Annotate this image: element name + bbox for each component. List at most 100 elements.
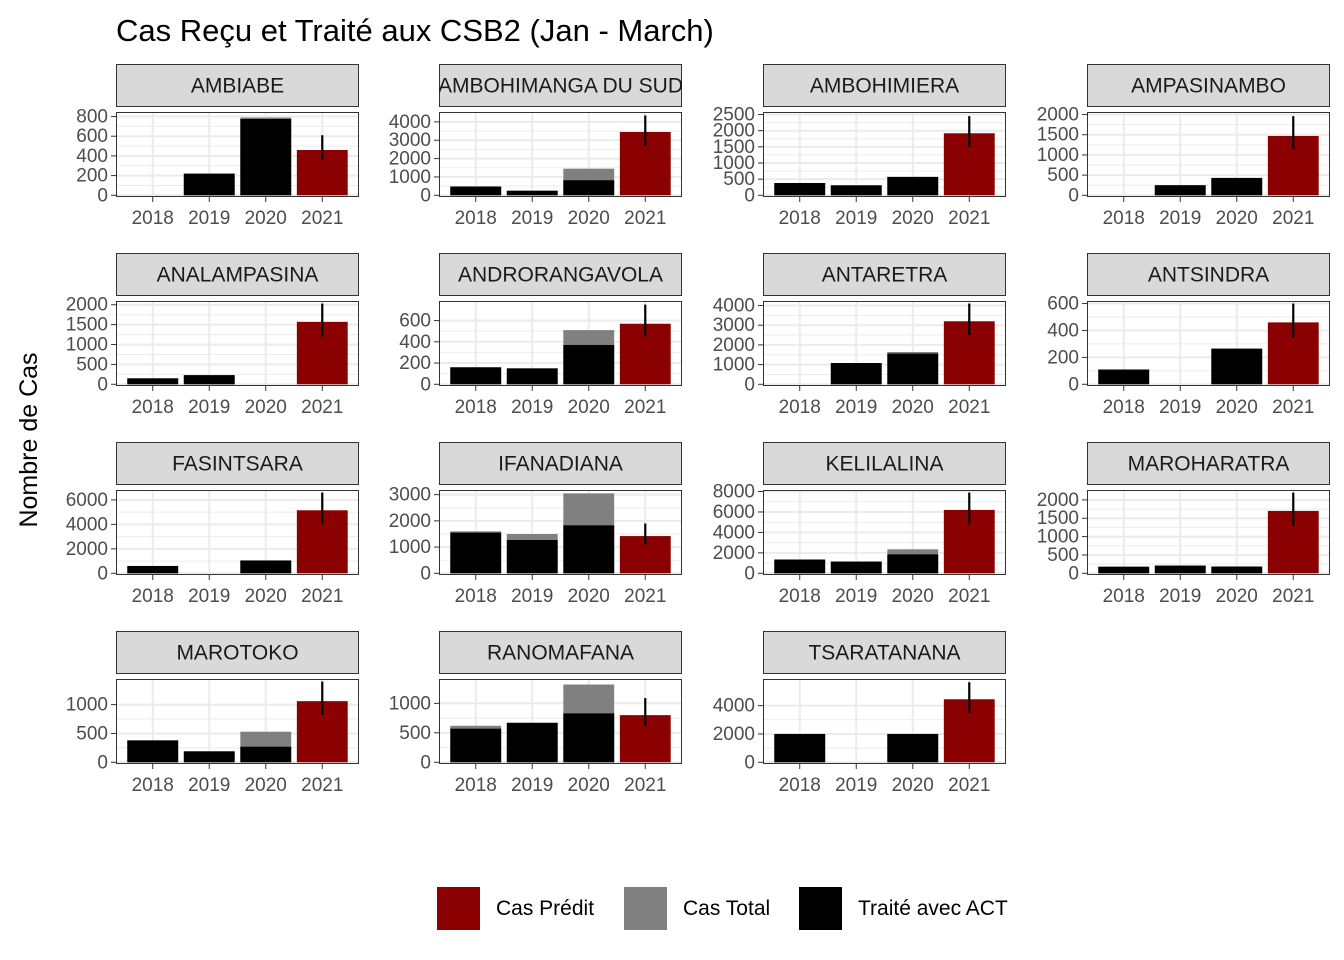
facet-strip-label: MAROHARATRA: [1128, 453, 1290, 476]
facet-strip: [1087, 64, 1330, 107]
bar-traite-act-2019: [183, 751, 235, 763]
facet-strip-label: AMBOHIMANGA DU SUD: [438, 75, 683, 98]
bar-traite-act-2019: [1154, 565, 1206, 574]
y-tick-label: 0: [1068, 185, 1079, 206]
facet-strip-label: AMPASINAMBO: [1131, 75, 1286, 98]
x-tick-label: 2019: [835, 775, 877, 796]
facet-strip-label: KELILALINA: [826, 453, 944, 476]
y-tick-label: 3000: [713, 315, 755, 336]
facet-strip-label: ANDRORANGAVOLA: [458, 264, 663, 287]
y-tick-label: 0: [744, 563, 755, 584]
y-tick-label: 500: [76, 723, 108, 744]
legend-label-cas-total: Cas Total: [683, 897, 770, 920]
x-tick-label: 2018: [132, 586, 174, 607]
x-tick-label: 2019: [1159, 208, 1201, 229]
x-tick-label: 2020: [892, 208, 934, 229]
y-tick-label: 4000: [66, 514, 108, 535]
bar-traite-act-2020: [563, 180, 615, 196]
y-tick-label: 0: [744, 752, 755, 773]
y-tick-label: 4000: [713, 696, 755, 717]
y-tick-label: 2000: [66, 539, 108, 560]
x-tick-label: 2019: [188, 586, 230, 607]
x-tick-label: 2020: [1216, 208, 1258, 229]
bar-traite-act-2020: [1211, 566, 1263, 574]
y-tick-label: 200: [1047, 347, 1079, 368]
panel-border: [439, 112, 682, 197]
bar-traite-act-2018: [450, 728, 502, 763]
x-tick-label: 2018: [455, 397, 497, 418]
facet-strip: [763, 64, 1006, 107]
x-tick-label: 2021: [624, 397, 666, 418]
y-tick-label: 6000: [713, 502, 755, 523]
x-tick-label: 2020: [568, 397, 610, 418]
facet-strip-label: ANTARETRA: [822, 264, 948, 287]
y-tick-label: 500: [399, 723, 431, 744]
x-tick-label: 2020: [1216, 397, 1258, 418]
bar-traite-act-2019: [830, 185, 882, 196]
bar-traite-act-2018: [774, 183, 826, 196]
bar-traite-act-2018: [450, 186, 502, 196]
bar-traite-act-2020: [887, 733, 939, 763]
bar-traite-act-2019: [506, 190, 558, 196]
y-tick-label: 1000: [713, 355, 755, 376]
x-tick-label: 2021: [301, 775, 343, 796]
x-tick-label: 2020: [245, 586, 287, 607]
y-tick-label: 0: [97, 752, 108, 773]
y-tick-label: 2000: [713, 724, 755, 745]
y-tick-label: 1500: [66, 315, 108, 336]
panel-border: [763, 112, 1006, 197]
facet-strip: [439, 64, 682, 107]
legend-key-cas-pr-dit: [437, 887, 480, 930]
x-tick-label: 2020: [1216, 586, 1258, 607]
panel-border: [439, 490, 682, 575]
bar-traite-act-2019: [506, 540, 558, 574]
facet-strip: [763, 442, 1006, 485]
facet-strip-label: RANOMAFANA: [487, 642, 634, 665]
x-tick-label: 2021: [301, 208, 343, 229]
x-tick-label: 2021: [301, 397, 343, 418]
facet-strip-label: AMBIABE: [191, 75, 284, 98]
facet-strip-label: IFANADIANA: [498, 453, 623, 476]
bar-traite-act-2019: [506, 368, 558, 385]
panel-border: [1087, 490, 1330, 575]
x-tick-label: 2019: [188, 397, 230, 418]
bar-traite-act-2018: [1098, 566, 1150, 574]
y-tick-label: 2500: [713, 105, 755, 126]
panel-ifanadiana: IFANADIANA 0 1000 2000 3000 2018 2019 2020 2021: [389, 442, 682, 607]
bar-traite-act-2020: [563, 525, 615, 574]
x-tick-label: 2021: [1272, 586, 1314, 607]
panel-border: [439, 679, 682, 764]
x-tick-label: 2020: [568, 586, 610, 607]
x-tick-label: 2018: [455, 586, 497, 607]
panel-antsindra: ANTSINDRA 0 200 400 600 2018 2019 2020 2021: [1047, 253, 1330, 418]
x-tick-label: 2020: [245, 775, 287, 796]
legend: Cas Prédit Cas Total Traité avec ACT: [437, 887, 1008, 930]
x-tick-label: 2021: [948, 397, 990, 418]
y-tick-label: 1000: [1037, 527, 1079, 548]
y-tick-label: 2000: [1037, 105, 1079, 126]
x-tick-label: 2018: [779, 586, 821, 607]
bar-traite-act-2020: [1211, 348, 1263, 385]
facet-strip-label: ANTSINDRA: [1148, 264, 1269, 287]
bar-traite-act-2020: [887, 554, 939, 574]
y-tick-label: 2000: [713, 335, 755, 356]
x-tick-label: 2021: [301, 586, 343, 607]
y-tick-label: 4000: [713, 296, 755, 317]
y-tick-label: 1500: [713, 137, 755, 158]
y-tick-label: 400: [76, 146, 108, 167]
x-tick-label: 2018: [779, 775, 821, 796]
y-tick-label: 400: [399, 332, 431, 353]
y-tick-label: 1000: [389, 693, 431, 714]
bar-traite-act-2018: [127, 740, 179, 763]
y-tick-label: 0: [97, 185, 108, 206]
panel-border: [1087, 112, 1330, 197]
y-tick-label: 0: [744, 374, 755, 395]
panel-border: [116, 679, 359, 764]
bar-traite-act-2018: [450, 367, 502, 385]
x-tick-label: 2021: [624, 775, 666, 796]
bar-traite-act-2018: [450, 532, 502, 574]
